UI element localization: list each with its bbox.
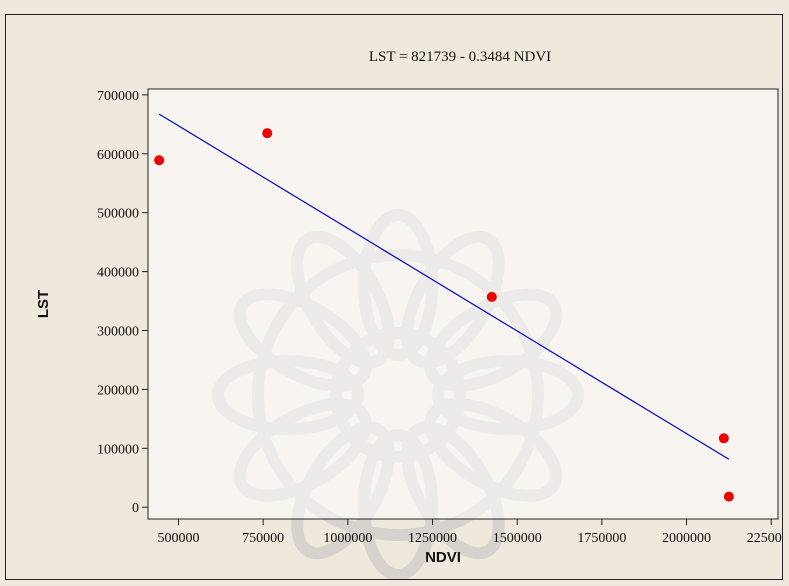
x-tick-label: 2250000 <box>747 531 782 546</box>
x-tick-label: 1500000 <box>493 531 542 546</box>
data-points <box>154 128 734 502</box>
y-axis-ticks: 0 100000 200000 300000 400000 500000 600000 700… <box>97 89 148 516</box>
y-tick-label: 600000 <box>97 148 139 163</box>
x-tick-label: 500000 <box>157 531 199 546</box>
data-point <box>723 491 734 502</box>
x-tick-label: 2000000 <box>662 531 711 546</box>
y-tick-label: 0 <box>132 501 139 516</box>
chart-title: LST = 821739 - 0.3484 NDVI <box>369 49 551 65</box>
data-point <box>154 155 165 166</box>
x-axis-ticks: 500000 750000 1000000 1250000 1500000 1750000… <box>157 519 782 546</box>
y-axis-title: LST <box>35 290 52 318</box>
x-tick-label: 1250000 <box>408 531 457 546</box>
regression-line <box>158 113 730 460</box>
data-point <box>718 433 729 444</box>
data-point <box>486 291 497 302</box>
chart-figure: 0 100000 200000 300000 400000 500000 600000 700… <box>5 14 783 580</box>
data-point <box>262 128 273 139</box>
y-tick-label: 700000 <box>97 89 139 104</box>
scatter-plot: 0 100000 200000 300000 400000 500000 600000 700… <box>35 49 782 579</box>
plot-area <box>147 88 779 520</box>
y-tick-label: 500000 <box>97 207 139 222</box>
y-tick-label: 400000 <box>97 266 139 281</box>
y-tick-label: 100000 <box>97 442 139 457</box>
x-tick-label: 1000000 <box>323 531 372 546</box>
x-axis-title: NDVI <box>425 549 461 566</box>
y-tick-label: 200000 <box>97 383 139 398</box>
x-tick-label: 1750000 <box>577 531 626 546</box>
y-tick-label: 300000 <box>97 325 139 340</box>
x-tick-label: 750000 <box>242 531 284 546</box>
